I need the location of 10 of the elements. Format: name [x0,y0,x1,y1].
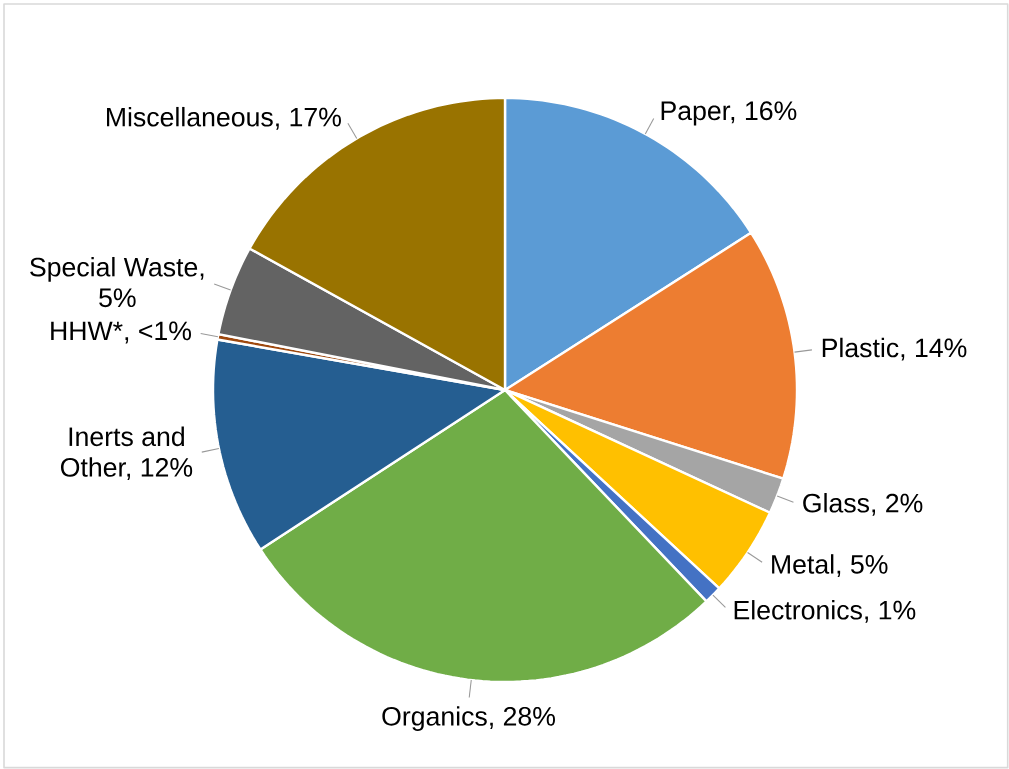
slice-label: Metal, 5% [772,554,888,577]
slice-label: Plastic, 14% [822,337,967,361]
slice-label: Miscellaneous, 17% [107,106,341,130]
slice-label: Glass, 2% [803,493,923,516]
slice-label: Inerts and Other, 12% [60,426,193,480]
slice-label: Organics, 28% [382,706,555,732]
slice-label: HHW*, <1% [51,321,191,344]
slice-label: Special Waste, 5% [30,256,204,308]
slice-label: Paper, 16% [661,101,797,126]
slice-label: Electronics, 1% [734,600,916,623]
